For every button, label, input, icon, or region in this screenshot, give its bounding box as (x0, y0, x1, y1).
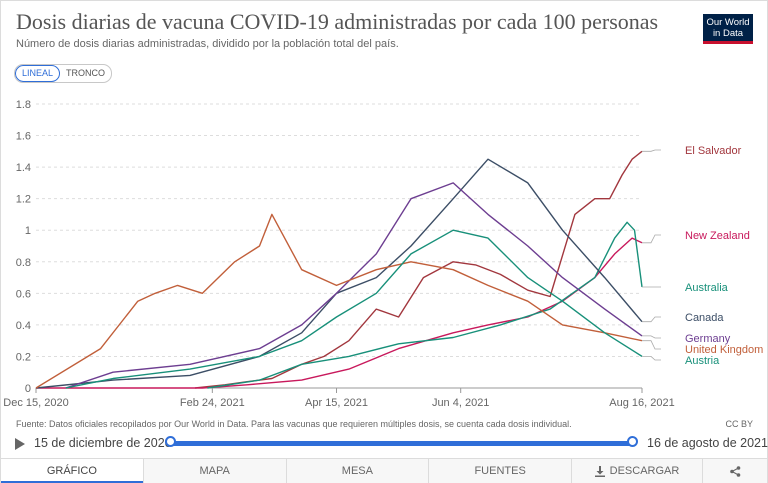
series-line-new-zealand[interactable] (36, 237, 643, 389)
scale-option-log[interactable]: TRONCO (66, 68, 106, 78)
source-note: Fuente: Datos oficiales recopilados por … (16, 419, 572, 429)
y-tick-label: 0.4 (16, 320, 31, 332)
logo-line-1: Our World (706, 17, 750, 28)
legend-connector (642, 355, 661, 361)
legend-label[interactable]: Germany (685, 333, 731, 345)
legend-label[interactable]: Austria (685, 355, 720, 367)
y-tick-label: 0.8 (16, 257, 31, 269)
play-icon[interactable] (15, 438, 25, 450)
x-tick-label: Apr 15, 2021 (305, 397, 368, 409)
series-line-united-kingdom[interactable] (35, 213, 643, 389)
legend-label[interactable]: Australia (685, 282, 729, 294)
legend-connector (642, 340, 661, 350)
owid-logo[interactable]: Our World in Data (703, 14, 753, 44)
series-line-germany[interactable] (65, 182, 643, 389)
legend-connector (642, 335, 661, 339)
y-axis: 0 0.2 0.4 0.6 0.8 1 1.2 1.4 1.6 1.8 (16, 99, 31, 395)
chart-title: Dosis diarias de vacuna COVID-19 adminis… (16, 9, 659, 34)
x-tick-label: Aug 16, 2021 (609, 397, 674, 409)
series-lines (35, 150, 643, 389)
scale-toggle: LINEAL TRONCO (14, 64, 113, 83)
x-tick-label: Jun 4, 2021 (432, 397, 490, 409)
tab-download-label: DESCARGAR (609, 465, 680, 477)
y-tick-label: 1.6 (16, 131, 31, 143)
series-line-australia[interactable] (207, 221, 643, 389)
y-tick-label: 0.6 (16, 288, 31, 300)
series-line-austria[interactable] (65, 229, 643, 389)
logo-line-2: in Data (712, 27, 744, 39)
y-tick-label: 0 (25, 383, 31, 395)
legend-label[interactable]: El Salvador (685, 145, 742, 157)
tab-table[interactable]: MESA (285, 459, 429, 483)
y-tick-label: 1.4 (16, 162, 31, 174)
line-chart: 0 0.2 0.4 0.6 0.8 1 1.2 1.4 1.6 1.8 Dec 15, 2020 F… (3, 99, 763, 409)
legend-label[interactable]: New Zealand (685, 230, 750, 242)
y-tick-label: 1.8 (16, 99, 31, 111)
legend-label[interactable]: Canada (685, 312, 724, 324)
timeline: 15 de diciembre de 2020 16 de agosto de … (1, 434, 768, 454)
tab-bar: GRÁFICO MAPA MESA FUENTES DESCARGAR (1, 458, 767, 483)
y-tick-label: 1 (25, 225, 31, 237)
series-line-el-salvador[interactable] (194, 150, 643, 389)
tab-share[interactable] (702, 459, 767, 483)
x-tick-label: Dec 15, 2020 (3, 397, 68, 409)
scale-option-linear[interactable]: LINEAL (15, 65, 61, 82)
y-tick-label: 0.2 (16, 351, 31, 363)
legend: El Salvador New Zealand Australia Canada Ger… (642, 145, 763, 367)
series-line-canada[interactable] (35, 158, 643, 389)
y-tick-label: 1.2 (16, 194, 31, 206)
timeline-track[interactable] (170, 441, 633, 446)
license-link[interactable]: CC BY (725, 419, 753, 429)
tab-map[interactable]: MAPA (142, 459, 286, 483)
legend-connector (642, 316, 661, 323)
tab-chart[interactable]: GRÁFICO (1, 459, 143, 483)
legend-label[interactable]: United Kingdom (685, 344, 763, 356)
timeline-end-handle[interactable] (627, 436, 638, 447)
tab-download[interactable]: DESCARGAR (571, 459, 702, 483)
grid (36, 103, 642, 389)
tab-sources[interactable]: FUENTES (428, 459, 571, 483)
timeline-start-date: 15 de diciembre de 2020 (34, 436, 172, 450)
legend-connector (642, 149, 661, 152)
timeline-start-handle[interactable] (165, 436, 176, 447)
download-icon (594, 465, 605, 477)
chart-subtitle: Número de dosis diarias administradas, d… (16, 38, 399, 50)
x-axis: Dec 15, 2020 Feb 24, 2021 Apr 15, 2021 Jun … (3, 388, 675, 409)
x-tick-label: Feb 24, 2021 (180, 397, 245, 409)
share-icon (729, 465, 740, 477)
timeline-end-date: 16 de agosto de 2021 (647, 436, 768, 450)
legend-connector (642, 234, 661, 244)
